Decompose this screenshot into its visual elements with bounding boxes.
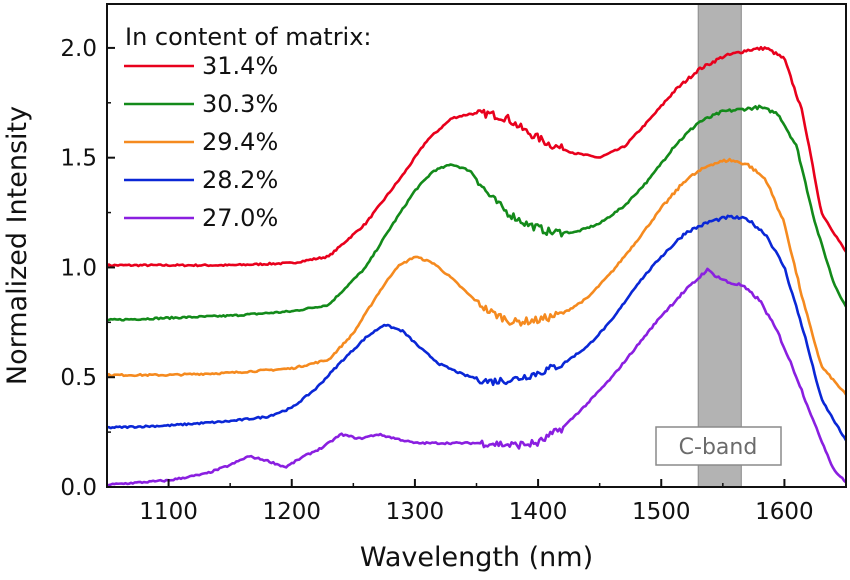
series-line-3 [106, 157, 848, 396]
y-tick-label: 1.0 [60, 255, 97, 281]
x-tick-label: 1400 [509, 499, 568, 525]
x-tick-label: 1300 [386, 499, 445, 525]
c-band-region [698, 4, 742, 487]
y-tick-label: 0.5 [60, 365, 97, 391]
x-tick-label: 1100 [139, 499, 198, 525]
series-group [106, 45, 848, 487]
c-band-label: C-band [679, 435, 758, 460]
x-axis-title: Wavelength (nm) [360, 542, 593, 573]
legend-title: In content of matrix: [125, 23, 372, 51]
y-tick-label: 1.5 [60, 146, 97, 172]
y-axis: 0.0 0.5 1.0 1.5 2.0 [60, 36, 115, 501]
series-line-4 [106, 214, 848, 442]
x-tick-label: 1600 [755, 499, 814, 525]
legend-entry-label: 27.0% [202, 204, 278, 232]
series-line-2 [106, 104, 848, 322]
legend-entry-label: 31.4% [202, 52, 278, 80]
y-tick-label: 0.0 [60, 475, 97, 501]
x-axis: 1100 1200 1300 1400 1500 1600 [106, 479, 847, 525]
x-tick-label: 1200 [262, 499, 321, 525]
y-tick-label: 2.0 [60, 36, 97, 62]
series-line-1 [106, 45, 848, 268]
legend-entry-label: 30.3% [202, 90, 278, 118]
legend-entry-label: 29.4% [202, 128, 278, 156]
y-axis-title: Normalized Intensity [2, 106, 33, 385]
series-line-5 [106, 267, 847, 487]
legend: In content of matrix: 31.4% 30.3% 29.4% 28.… [124, 23, 372, 232]
legend-entry-label: 28.2% [202, 166, 278, 194]
x-tick-label: 1500 [632, 499, 691, 525]
c-band-label-box [655, 426, 782, 466]
